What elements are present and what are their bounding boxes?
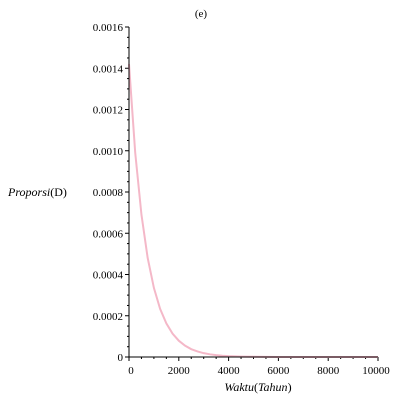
x-tick-label: 10000	[362, 365, 390, 377]
y-tick-label: 0.0010	[93, 146, 124, 158]
y-tick-label: 0.0008	[93, 187, 124, 199]
y-axis-label-close-paren: )	[63, 185, 67, 199]
y-tick-label: 0.0006	[93, 228, 124, 240]
y-tick-label: 0.0014	[93, 63, 124, 75]
x-tick-label: 6000	[267, 365, 290, 377]
x-axis-label-close-paren: )	[288, 380, 292, 394]
x-axis-label: Waktu(Tahun)	[224, 380, 291, 394]
x-axis-ticks: 0 2000 4000 6000 8000 10000	[128, 357, 390, 377]
x-axis-label-open-paren: (	[254, 380, 258, 394]
x-tick-label: 2000	[168, 365, 191, 377]
y-tick-label: 0.0002	[93, 311, 123, 323]
x-axis-label-quantity: Waktu	[224, 380, 254, 394]
y-axis-ticks: 0 0.0002 0.0004 0.0006 0.0008 0.0010 0.0012 0.0…	[93, 22, 129, 364]
x-tick-label: 8000	[317, 365, 340, 377]
x-tick-label: 0	[128, 365, 134, 377]
y-tick-label: 0.0012	[93, 105, 123, 117]
y-axis-label: Proporsi(D)	[7, 185, 67, 199]
y-tick-label: 0.0016	[93, 22, 124, 34]
y-axis-label-open-paren: (	[50, 185, 54, 199]
y-tick-label: 0.0004	[93, 270, 124, 282]
x-axis-label-unit: Tahun	[258, 380, 288, 394]
y-tick-label: 0	[118, 352, 124, 364]
y-axis-label-quantity: Proporsi	[7, 185, 50, 199]
chart-title: (e)	[195, 8, 208, 20]
y-axis-label-unit: D	[54, 185, 63, 199]
series-line	[128, 64, 378, 358]
x-tick-label: 4000	[218, 365, 241, 377]
